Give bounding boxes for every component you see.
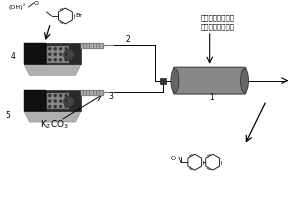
Circle shape [65, 106, 67, 108]
Bar [47, 46, 69, 63]
Circle shape [54, 100, 56, 102]
Circle shape [64, 96, 74, 107]
Circle shape [60, 106, 62, 108]
Circle shape [60, 95, 62, 97]
Polygon shape [24, 64, 81, 75]
FancyBboxPatch shape [173, 67, 246, 94]
Circle shape [65, 59, 67, 61]
Circle shape [49, 53, 51, 55]
Circle shape [60, 59, 62, 61]
Circle shape [65, 95, 67, 97]
Circle shape [60, 100, 62, 102]
Text: 2: 2 [125, 35, 130, 44]
Circle shape [54, 48, 56, 50]
Circle shape [54, 59, 56, 61]
Circle shape [54, 53, 56, 55]
Text: $_2$: $_2$ [22, 2, 26, 9]
Circle shape [49, 95, 51, 97]
Text: (OH): (OH) [9, 5, 23, 10]
Polygon shape [24, 111, 81, 122]
Text: 1: 1 [209, 93, 214, 102]
Text: 5: 5 [6, 111, 10, 120]
Ellipse shape [241, 69, 248, 93]
Text: 碳纳米管复合材料: 碳纳米管复合材料 [201, 23, 235, 30]
Circle shape [49, 100, 51, 102]
Text: O: O [170, 156, 175, 161]
Text: 3: 3 [108, 92, 113, 101]
Text: Br: Br [75, 13, 82, 18]
Text: K$_2$CO$_3$: K$_2$CO$_3$ [40, 118, 69, 131]
Polygon shape [24, 43, 81, 64]
Bar [160, 78, 166, 84]
Polygon shape [24, 43, 46, 64]
Circle shape [65, 48, 67, 50]
Circle shape [60, 53, 62, 55]
Circle shape [54, 106, 56, 108]
Circle shape [65, 100, 67, 102]
Text: 钒纳米粒子修饰的: 钒纳米粒子修饰的 [201, 14, 235, 21]
Polygon shape [24, 90, 46, 111]
Circle shape [54, 95, 56, 97]
Circle shape [64, 49, 74, 60]
Circle shape [60, 48, 62, 50]
Text: O: O [34, 1, 39, 6]
Circle shape [49, 59, 51, 61]
Text: 4: 4 [11, 52, 16, 61]
Circle shape [49, 106, 51, 108]
Bar [47, 93, 69, 109]
Circle shape [49, 48, 51, 50]
Circle shape [65, 53, 67, 55]
Ellipse shape [171, 69, 179, 93]
Polygon shape [24, 90, 81, 111]
